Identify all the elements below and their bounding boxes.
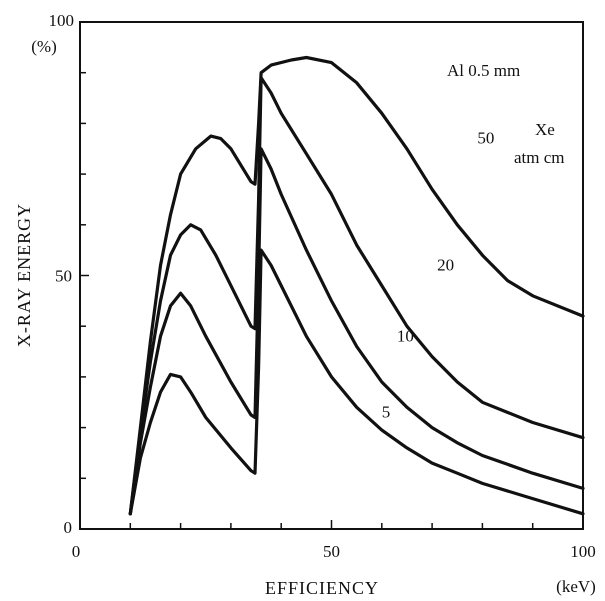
y-tick-label-0: 0 <box>64 518 73 537</box>
plot-frame <box>79 21 584 530</box>
x-tick-label-0: 0 <box>72 542 81 561</box>
x-unit-label: (keV) <box>556 577 596 596</box>
series-line-10 <box>128 147 585 516</box>
axis-ticks <box>79 21 584 530</box>
y-axis-title: X-RAY ENERGY <box>14 203 34 347</box>
gas-unit-annotation: atm cm <box>514 148 565 167</box>
filter-annotation: Al 0.5 mm <box>447 61 520 80</box>
series-label-10: 10 <box>397 326 414 345</box>
series-label-20: 20 <box>437 255 454 274</box>
series-label-5: 5 <box>382 402 391 421</box>
y-unit-label: (%) <box>31 37 56 56</box>
series-line-50 <box>128 55 585 516</box>
x-tick-label-50: 50 <box>323 542 340 561</box>
x-tick-label-100: 100 <box>570 542 596 561</box>
series-line-5 <box>128 248 585 516</box>
y-tick-label-100: 100 <box>49 11 75 30</box>
series-line-20 <box>128 76 585 516</box>
curves-group <box>128 55 585 516</box>
y-tick-label-50: 50 <box>55 267 72 286</box>
series-label-50: 50 <box>477 129 494 148</box>
gas-annotation: Xe <box>535 120 555 139</box>
x-axis-title: EFFICIENCY <box>265 578 379 598</box>
curve-labels-group: 50 20 10 5 <box>382 129 495 422</box>
